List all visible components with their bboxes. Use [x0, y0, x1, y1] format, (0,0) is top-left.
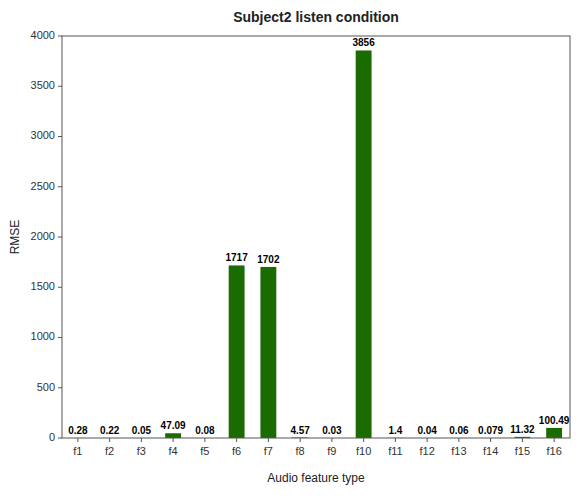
data-label: 4.57 [290, 425, 310, 436]
x-tick-label: f2 [105, 445, 114, 457]
x-tick-label: f8 [296, 445, 305, 457]
x-tick-label: f10 [356, 445, 371, 457]
x-tick-label: f7 [264, 445, 273, 457]
y-tick [58, 438, 62, 439]
y-tick-label: 500 [37, 381, 55, 393]
y-tick-label: 1000 [31, 330, 55, 342]
data-label: 0.05 [132, 425, 152, 436]
data-label: 3856 [353, 37, 376, 48]
bar [356, 50, 372, 438]
y-tick-label: 4000 [31, 29, 55, 41]
x-tick-label: f11 [388, 445, 402, 457]
data-label: 1.4 [388, 425, 402, 436]
x-tick [204, 438, 205, 442]
x-tick-label: f6 [232, 445, 241, 457]
y-tick [58, 36, 62, 37]
x-axis-label: Audio feature type [267, 471, 365, 485]
x-tick [395, 438, 396, 442]
y-tick [58, 337, 62, 338]
y-tick [58, 136, 62, 137]
x-tick [173, 438, 174, 442]
y-tick-label: 3000 [31, 129, 55, 141]
x-tick [490, 438, 491, 442]
y-tick [58, 86, 62, 87]
y-axis-label: RMSE [8, 220, 22, 255]
x-tick [554, 438, 555, 442]
y-tick [58, 237, 62, 238]
x-axis: f1 f2 f3 f4 f5 f6 f7 f8 f9 f10 f11 f12 f13 f14 f15 f16 [73, 438, 561, 457]
y-tick-label: 0 [49, 431, 55, 443]
data-label: 100.49 [539, 415, 570, 426]
x-tick-label: f5 [200, 445, 209, 457]
x-tick-label: f9 [327, 445, 336, 457]
y-tick [58, 287, 62, 288]
x-tick [363, 438, 364, 442]
chart: 0 500 1000 1500 2000 2500 3000 3500 4000 f1 f2 f3 f4… [0, 0, 584, 496]
data-labels: 0.28 0.22 0.05 47.09 0.08 1717 1702 4.57 0.03 385… [68, 37, 570, 436]
data-label: 0.28 [68, 425, 88, 436]
x-tick-label: f15 [515, 445, 530, 457]
x-tick [427, 438, 428, 442]
chart-container: 0 500 1000 1500 2000 2500 3000 3500 4000 f1 f2 f3 f4… [0, 0, 584, 496]
plot-frame [62, 36, 570, 438]
y-tick [58, 387, 62, 388]
x-tick-label: f3 [137, 445, 146, 457]
data-label: 0.079 [478, 425, 503, 436]
x-tick [236, 438, 237, 442]
y-axis: 0 500 1000 1500 2000 2500 3000 3500 4000 [31, 29, 62, 443]
bar [546, 428, 562, 438]
data-label: 0.22 [100, 425, 120, 436]
y-tick-label: 3500 [31, 79, 55, 91]
data-label: 0.06 [449, 425, 469, 436]
x-tick [109, 438, 110, 442]
x-tick-label: f14 [483, 445, 498, 457]
bar [165, 433, 181, 438]
x-tick-label: f12 [419, 445, 434, 457]
page: {"chart_data": {"type": "bar", "title": … [0, 0, 584, 496]
y-tick [58, 186, 62, 187]
y-tick-label: 2000 [31, 230, 55, 242]
y-tick-label: 1500 [31, 280, 55, 292]
bar [229, 265, 245, 438]
x-tick [77, 438, 78, 442]
bars [70, 50, 562, 438]
data-label: 0.03 [322, 425, 342, 436]
data-label: 0.04 [417, 425, 437, 436]
x-tick-label: f4 [169, 445, 178, 457]
data-label: 1702 [257, 254, 280, 265]
title: Subject2 listen condition [233, 9, 399, 25]
x-tick [458, 438, 459, 442]
x-tick [141, 438, 142, 442]
x-tick-label: f1 [73, 445, 82, 457]
data-label: 1717 [226, 252, 249, 263]
data-label: 11.32 [510, 424, 535, 435]
x-tick [331, 438, 332, 442]
x-tick-label: f16 [546, 445, 561, 457]
bar [260, 267, 276, 438]
x-tick [522, 438, 523, 442]
data-label: 47.09 [161, 420, 186, 431]
data-label: 0.08 [195, 425, 215, 436]
x-tick-label: f13 [451, 445, 466, 457]
x-tick [268, 438, 269, 442]
x-tick [300, 438, 301, 442]
y-tick-label: 2500 [31, 180, 55, 192]
